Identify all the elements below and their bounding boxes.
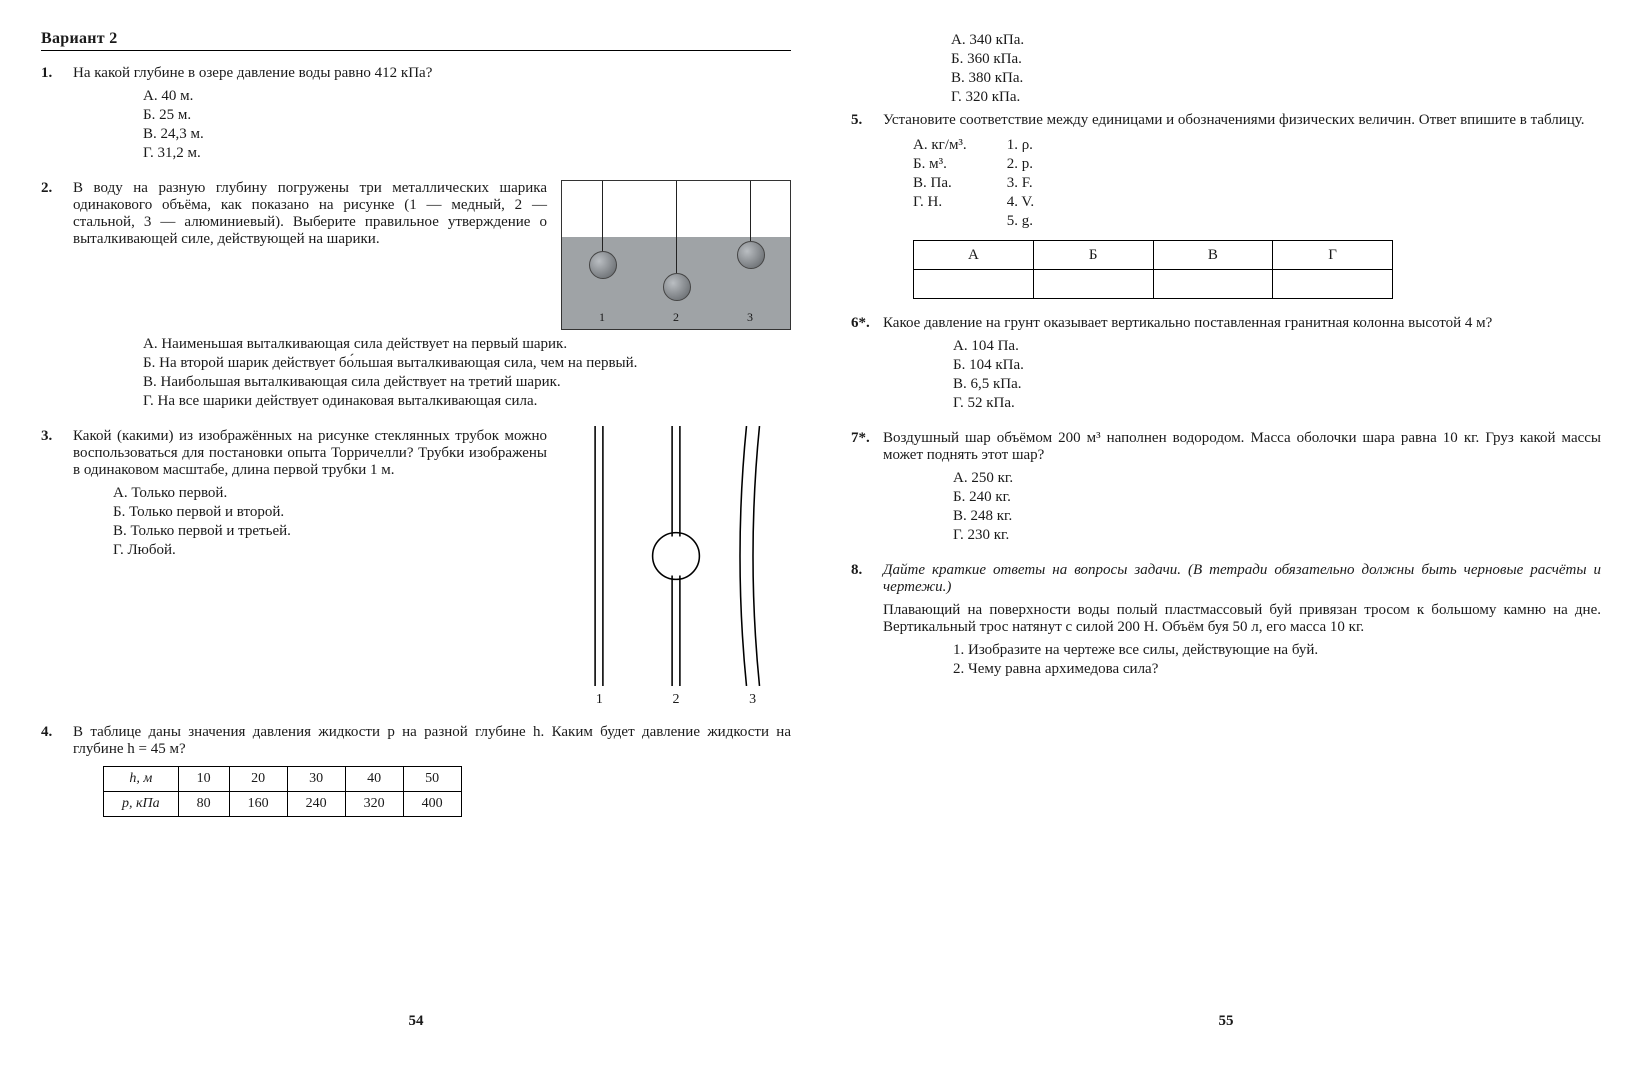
q5-left-a: А. кг/м³. [913,137,967,154]
q5-right-4: 4. V. [1007,194,1034,211]
page-left: Вариант 2 1. На какой глубине в озере да… [41,30,791,1030]
q3-opt-a: А. Только первой. [113,485,547,502]
q5-answer-table: А Б В Г [913,240,1393,299]
q2-text: В воду на разную глубину погружены три м… [73,180,547,330]
q3-fig-label-3: 3 [723,692,783,708]
q1-opt-a: А. 40 м. [143,88,791,105]
question-2: 2. В воду на разную глубину погружены тр… [41,180,791,412]
q5-left-b: Б. м³. [913,156,967,173]
q6-opt-a: А. 104 Па. [953,338,1601,355]
q3-opt-d: Г. Любой. [113,542,547,559]
q2-opt-b: Б. На второй шарик действует бо́льшая вы… [143,355,791,372]
q4-opt-b: Б. 360 кПа. [951,51,1601,68]
q4-opt-d: Г. 320 кПа. [951,89,1601,106]
q5-right-3: 3. F. [1007,175,1034,192]
q5-head-c: В [1153,241,1273,270]
q5-head-d: Г [1273,241,1393,270]
q5-right-5: 5. g. [1007,213,1034,230]
q6-num: 6*. [851,315,883,414]
q5-left-d: Г. Н. [913,194,967,211]
q4-p-3: 320 [345,792,403,817]
q5-blank-b[interactable] [1033,270,1153,299]
q4-table: h, м 10 20 30 40 50 p, кПа 80 160 240 32… [103,766,462,817]
question-3: 3. Какой (какими) из изображённых на рис… [41,428,791,708]
q5-left-c: В. Па. [913,175,967,192]
question-6: 6*. Какое давление на грунт оказывает ве… [851,315,1601,414]
q4-p-4: 400 [403,792,461,817]
q2-fig-label-3: 3 [740,310,760,325]
q8-intro: Дайте краткие ответы на вопросы задачи. … [883,562,1601,596]
q4-row1-label: h, м [104,767,179,792]
variant-title: Вариант 2 [41,30,791,51]
q8-sub-1: 1. Изобразите на чертеже все силы, дейст… [953,642,1601,659]
q6-text: Какое давление на грунт оказывает вертик… [883,315,1601,332]
q3-num: 3. [41,428,73,708]
q2-opt-d: Г. На все шарики действует одинаковая вы… [143,393,791,410]
q8-sub-2: 2. Чему равна архимедова сила? [953,661,1601,678]
q2-opt-c: В. Наибольшая выталкивающая сила действу… [143,374,791,391]
q4-text: В таблице даны значения давления жидкост… [73,724,791,758]
q3-opt-b: Б. Только первой и второй. [113,504,547,521]
q8-num: 8. [851,562,883,680]
q1-num: 1. [41,65,73,164]
q5-head-a: А [914,241,1034,270]
q2-opt-a: А. Наименьшая выталкивающая сила действу… [143,336,791,353]
q4-options: А. 340 кПа. Б. 360 кПа. В. 380 кПа. Г. 3… [911,32,1601,106]
q2-num: 2. [41,180,73,412]
q7-opt-c: В. 248 кг. [953,508,1601,525]
q2-figure: 1 2 3 [561,180,791,330]
q4-opt-a: А. 340 кПа. [951,32,1601,49]
q2-fig-label-2: 2 [666,310,686,325]
q1-opt-d: Г. 31,2 м. [143,145,791,162]
q4-p-0: 80 [178,792,229,817]
q7-num: 7*. [851,430,883,546]
q1-opt-b: Б. 25 м. [143,107,791,124]
q3-fig-label-1: 1 [569,692,629,708]
q7-text: Воздушный шар объёмом 200 м³ наполнен во… [883,430,1601,464]
q8-text: Плавающий на поверхности воды полый плас… [883,602,1601,636]
q4-p-2: 240 [287,792,345,817]
q2-fig-label-1: 1 [592,310,612,325]
q4-opt-c: В. 380 кПа. [951,70,1601,87]
q5-blank-a[interactable] [914,270,1034,299]
q3-figure: 1 2 [561,428,791,708]
q6-opt-d: Г. 52 кПа. [953,395,1601,412]
q6-opt-c: В. 6,5 кПа. [953,376,1601,393]
q4-h-2: 30 [287,767,345,792]
q4-num: 4. [41,724,73,817]
question-7: 7*. Воздушный шар объёмом 200 м³ наполне… [851,430,1601,546]
q7-opt-b: Б. 240 кг. [953,489,1601,506]
q4-h-1: 20 [229,767,287,792]
q5-right-2: 2. p. [1007,156,1034,173]
q5-blank-c[interactable] [1153,270,1273,299]
q1-opt-c: В. 24,3 м. [143,126,791,143]
q5-num: 5. [851,112,883,299]
q3-text: Какой (какими) из изображённых на рисунк… [73,428,547,479]
page-right: А. 340 кПа. Б. 360 кПа. В. 380 кПа. Г. 3… [851,30,1601,1030]
q1-text: На какой глубине в озере давление воды р… [73,65,791,82]
q4-h-4: 50 [403,767,461,792]
q4-h-0: 10 [178,767,229,792]
q3-opt-c: В. Только первой и третьей. [113,523,547,540]
question-5: 5. Установите соответствие между единица… [851,112,1601,299]
question-1: 1. На какой глубине в озере давление вод… [41,65,791,164]
q4-row2-label: p, кПа [104,792,179,817]
q7-opt-a: А. 250 кг. [953,470,1601,487]
page-number-right: 55 [851,1013,1601,1030]
q4-h-3: 40 [345,767,403,792]
q5-blank-d[interactable] [1273,270,1393,299]
question-4: 4. В таблице даны значения давления жидк… [41,724,791,817]
q5-head-b: Б [1033,241,1153,270]
q6-opt-b: Б. 104 кПа. [953,357,1601,374]
q4-p-1: 160 [229,792,287,817]
q5-text: Установите соответствие между единицами … [883,112,1601,129]
question-8: 8. Дайте краткие ответы на вопросы задач… [851,562,1601,680]
page-number-left: 54 [41,1013,791,1030]
q3-fig-label-2: 2 [646,692,706,708]
q5-right-1: 1. ρ. [1007,137,1034,154]
q7-opt-d: Г. 230 кг. [953,527,1601,544]
